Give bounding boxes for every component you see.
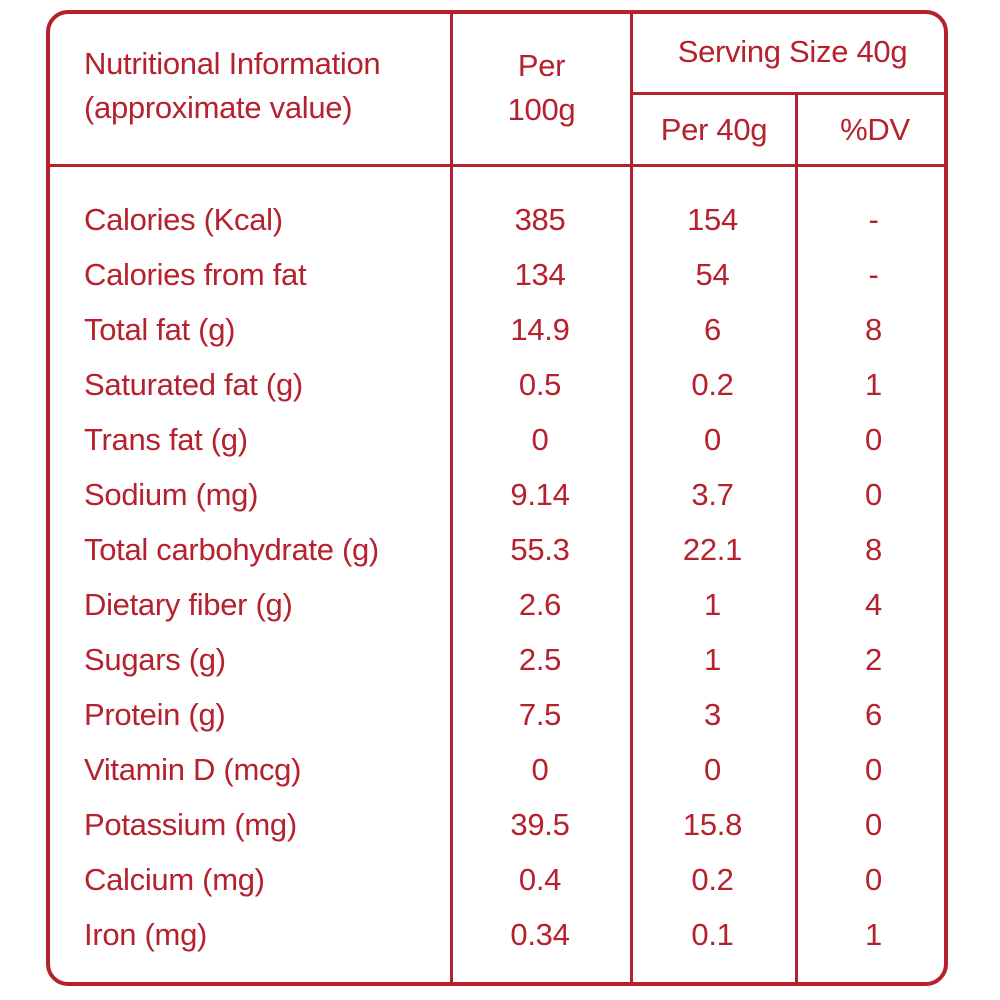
table-row: Vitamin D (mcg) 0 0 0 <box>50 743 944 797</box>
per-100g-value: 7.5 <box>518 697 562 732</box>
nutrient-name: Total carbohydrate (g) <box>84 532 379 567</box>
per-40g-value: 0 <box>704 422 721 457</box>
per-40g-value: 6 <box>704 312 721 347</box>
per-40g-value: 3 <box>704 697 721 732</box>
per-40g-value: 1 <box>704 587 721 622</box>
table-row: Potassium (mg) 39.5 15.8 0 <box>50 798 944 852</box>
table-row: Calcium (mg) 0.4 0.2 0 <box>50 853 944 907</box>
nutrient-name: Calories (Kcal) <box>84 202 283 237</box>
per-100g-value: 0.5 <box>518 367 562 402</box>
nutrient-name: Sugars (g) <box>84 642 226 677</box>
table-row: Iron (mg) 0.34 0.1 1 <box>50 908 944 962</box>
per-40g-value: 3.7 <box>691 477 734 512</box>
per-40g-value: 154 <box>687 202 738 237</box>
dv-value: 8 <box>865 312 882 347</box>
header-bottom-divider <box>50 164 944 167</box>
title-line-1: Nutritional Information <box>84 46 381 81</box>
nutrient-name: Iron (mg) <box>84 917 208 952</box>
serving-size-header: Serving Size 40g <box>677 34 908 69</box>
per-40g-value: 1 <box>704 642 721 677</box>
table-row: Dietary fiber (g) 2.6 1 4 <box>50 578 944 632</box>
per-100g-value: 0 <box>531 422 549 457</box>
dv-value: 0 <box>865 807 882 842</box>
nutrient-name: Vitamin D (mcg) <box>84 752 302 787</box>
nutrient-name: Protein (g) <box>84 697 226 732</box>
per-100g-line-2: 100g <box>507 92 576 127</box>
dv-header: %DV <box>840 112 910 147</box>
title-line-2: (approximate value) <box>84 90 353 125</box>
dv-value: 1 <box>865 367 882 402</box>
dv-value: 6 <box>865 697 882 732</box>
nutrient-name: Trans fat (g) <box>84 422 248 457</box>
dv-value: 0 <box>865 477 882 512</box>
per-100g-value: 9.14 <box>510 477 570 512</box>
per-40g-header: Per 40g <box>660 112 768 147</box>
nutrient-name: Calories from fat <box>84 257 307 292</box>
column-divider <box>450 14 453 982</box>
table-row: Trans fat (g) 0 0 0 <box>50 413 944 467</box>
per-40g-value: 0.2 <box>691 367 734 402</box>
per-40g-value: 0.2 <box>691 862 734 897</box>
per-100g-value: 134 <box>514 257 566 292</box>
per-100g-value: 2.6 <box>518 587 562 622</box>
table-row: Sodium (mg) 9.14 3.7 0 <box>50 468 944 522</box>
dv-value: 0 <box>865 422 882 457</box>
nutrient-name: Total fat (g) <box>84 312 236 347</box>
dv-value: 2 <box>865 642 882 677</box>
nutrient-name: Saturated fat (g) <box>84 367 303 402</box>
dv-value: 0 <box>865 862 882 897</box>
dv-value: 1 <box>865 917 882 952</box>
nutrient-name: Calcium (mg) <box>84 862 265 897</box>
dv-value: 0 <box>865 752 882 787</box>
per-40g-value: 22.1 <box>682 532 743 567</box>
per-40g-value: 54 <box>695 257 730 292</box>
nutrient-name: Sodium (mg) <box>84 477 259 512</box>
table-row: Calories (Kcal) 385 154 - <box>50 193 944 247</box>
dv-value: 8 <box>865 532 882 567</box>
per-40g-value: 15.8 <box>682 807 743 842</box>
per-100g-header: Per 100g <box>450 44 633 132</box>
table-row: Total carbohydrate (g) 55.3 22.1 8 <box>50 523 944 577</box>
header-divider <box>630 92 944 95</box>
column-divider <box>795 94 798 982</box>
table-row: Sugars (g) 2.5 1 2 <box>50 633 944 687</box>
dv-value: - <box>868 257 879 292</box>
table-row: Calories from fat 134 54 - <box>50 248 944 302</box>
nutrient-name: Dietary fiber (g) <box>84 587 293 622</box>
dv-value: 4 <box>865 587 882 622</box>
per-100g-value: 55.3 <box>510 532 570 567</box>
table-title: Nutritional Information (approximate val… <box>84 42 381 130</box>
table-row: Protein (g) 7.5 3 6 <box>50 688 944 742</box>
per-40g-value: 0.1 <box>691 917 734 952</box>
per-100g-value: 385 <box>514 202 566 237</box>
per-100g-value: 0.4 <box>518 862 562 897</box>
per-40g-value: 0 <box>704 752 721 787</box>
per-100g-value: 39.5 <box>510 807 570 842</box>
table-row: Saturated fat (g) 0.5 0.2 1 <box>50 358 944 412</box>
table-row: Total fat (g) 14.9 6 8 <box>50 303 944 357</box>
nutrition-table: Nutritional Information (approximate val… <box>46 10 948 986</box>
per-100g-value: 0.34 <box>510 917 570 952</box>
per-100g-line-1: Per <box>517 48 566 83</box>
column-divider <box>630 14 633 982</box>
per-100g-value: 14.9 <box>510 312 570 347</box>
nutrient-name: Potassium (mg) <box>84 807 297 842</box>
per-100g-value: 2.5 <box>518 642 562 677</box>
dv-value: - <box>868 202 879 237</box>
per-100g-value: 0 <box>531 752 549 787</box>
